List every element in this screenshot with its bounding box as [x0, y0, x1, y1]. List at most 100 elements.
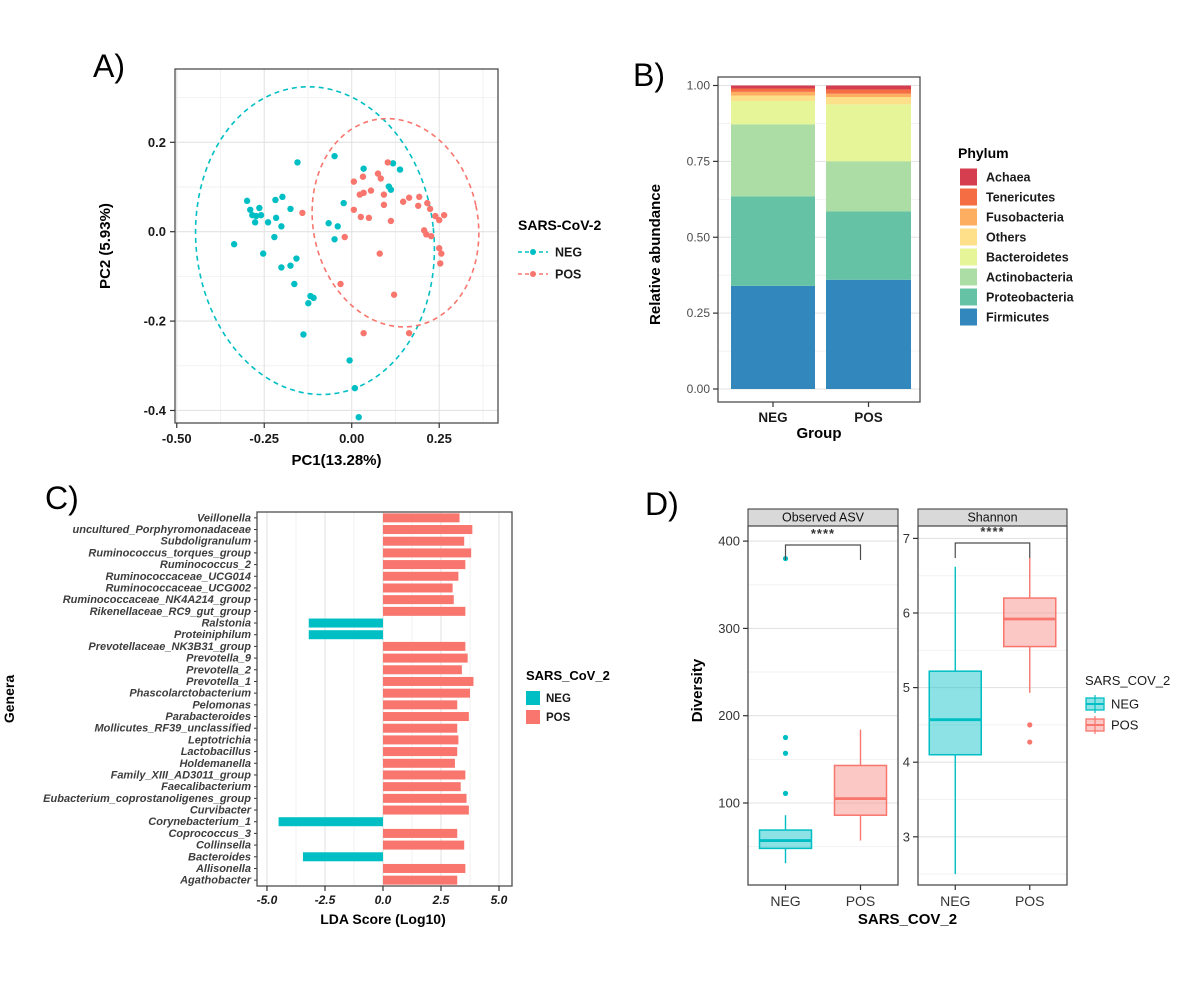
lda-bar-neg	[308, 618, 383, 628]
lda-bar-pos	[382, 665, 462, 675]
x-category-label: NEG	[770, 893, 800, 909]
pca-point	[380, 201, 388, 209]
significance-stars: ****	[980, 524, 1004, 539]
x-category-label: NEG	[758, 410, 787, 425]
significance-bracket	[784, 544, 862, 560]
box-pos	[833, 729, 888, 841]
lda-bar-pos	[382, 595, 454, 605]
lda-bar-pos	[382, 863, 466, 873]
genus-label: Curvibacter	[190, 805, 252, 817]
genus-label: Family_XIII_AD3011_group	[111, 769, 252, 781]
segment-pos-firmicutes	[826, 279, 911, 389]
legend-key-swatch	[960, 288, 977, 306]
pca-point	[384, 159, 391, 166]
genus-label: Leptotrichia	[188, 734, 251, 746]
legend-title: SARS_CoV_2	[526, 668, 610, 683]
pca-point	[325, 220, 332, 227]
genus-label: Prevotella_9	[186, 653, 252, 665]
y-axis-label: Relative abundance	[647, 184, 664, 325]
y-tick-label: 400	[718, 534, 740, 549]
panel-c-lda-score-bars: Veillonellauncultured_Porphyromonadaceae…	[1, 511, 610, 927]
significance-bracket	[954, 542, 1031, 558]
plot-border	[917, 525, 1068, 886]
panel-c-label: C)	[45, 480, 79, 516]
lda-bar-pos	[382, 513, 460, 523]
segment-pos-achaea	[826, 85, 911, 90]
x-axis-label: Group	[797, 425, 842, 442]
legend-key-swatch	[960, 268, 977, 286]
genus-label: Coprococcus_3	[168, 828, 251, 840]
facet-shannon: Shannon**** 3 4 5 6 7 NEG POS	[903, 508, 1068, 909]
legend-item-label: POS	[546, 712, 571, 724]
pca-point	[278, 264, 285, 271]
legend-key-dot	[530, 271, 536, 277]
genus-label: uncultured_Porphyromonadaceae	[73, 524, 252, 536]
genus-label: Ruminococcaceae_NK4A214_group	[63, 594, 252, 606]
box-neg	[758, 555, 813, 864]
pca-point	[436, 245, 443, 252]
lda-bar-pos	[382, 560, 466, 570]
pca-point	[278, 223, 285, 230]
pca-point	[247, 206, 254, 213]
box-neg	[928, 566, 982, 875]
pca-point	[259, 250, 267, 257]
pca-point	[374, 170, 382, 177]
pca-point	[331, 152, 338, 160]
legend-item-label: Firmicutes	[986, 311, 1049, 325]
legend-key-swatch	[960, 188, 977, 206]
pca-point	[334, 223, 341, 230]
legend-item-label: NEG	[555, 246, 582, 260]
x-axis-label: PC1(13.28%)	[291, 452, 381, 469]
y-axis-label: Genera	[1, 675, 17, 723]
lda-bar-pos	[382, 770, 466, 780]
x-tick-label: 0.25	[427, 431, 452, 446]
y-tick-label: 0.0	[148, 224, 166, 239]
pca-point	[264, 219, 272, 226]
legend-item-label: Actinobacteria	[986, 271, 1074, 285]
panel-b-label: B)	[633, 57, 665, 93]
legend-item-label: Tenericutes	[986, 191, 1055, 205]
x-tick-label: -0.25	[249, 431, 279, 446]
y-tick-label: 300	[718, 621, 740, 636]
genus-label: Corynebacterium_1	[148, 816, 251, 828]
pca-point	[294, 159, 301, 166]
legend-key-swatch	[526, 691, 540, 705]
lda-bar-pos	[382, 758, 455, 768]
segment-neg-tenericutes	[731, 88, 815, 92]
lda-bar-pos	[382, 723, 458, 733]
pca-point	[390, 291, 398, 298]
plot-border	[747, 525, 899, 886]
genus-label: Faecalibacterium	[161, 781, 251, 793]
segment-neg-achaea	[731, 85, 815, 89]
genus-label: Ruminococcaceae_UCG014	[105, 571, 251, 583]
pca-point	[272, 214, 280, 222]
plot-border	[256, 511, 513, 887]
legend-key-dot	[530, 249, 536, 255]
pca-point	[436, 216, 443, 224]
x-category-label: POS	[846, 893, 876, 909]
pca-point	[357, 213, 365, 221]
pca-point	[387, 217, 395, 225]
y-tick-label: 0.50	[687, 230, 711, 244]
lda-bar-neg	[278, 817, 383, 827]
facet-title: Shannon	[967, 511, 1017, 525]
x-axis-label: SARS_COV_2	[858, 911, 957, 928]
y-tick-label: 1.00	[687, 79, 711, 93]
pca-point	[251, 219, 259, 226]
genus-label: Proteiniphilum	[174, 629, 251, 641]
plot-background	[918, 526, 1067, 885]
y-tick-label: 4	[903, 755, 910, 770]
pca-point	[396, 166, 404, 173]
segment-pos-actinobacteria	[826, 161, 911, 212]
genus-label: Eubacterium_coprostanoligenes_group	[43, 793, 251, 805]
pca-point	[355, 413, 362, 421]
outlier-point	[782, 750, 789, 756]
pca-point	[440, 211, 448, 219]
panel-d-label: D)	[645, 486, 679, 522]
pca-point	[438, 250, 445, 257]
genus-label: Veillonella	[197, 512, 251, 524]
legend-title: Phylum	[958, 145, 1009, 161]
y-tick-label: 6	[903, 606, 910, 621]
genus-label: Ruminococcus_2	[160, 559, 251, 571]
